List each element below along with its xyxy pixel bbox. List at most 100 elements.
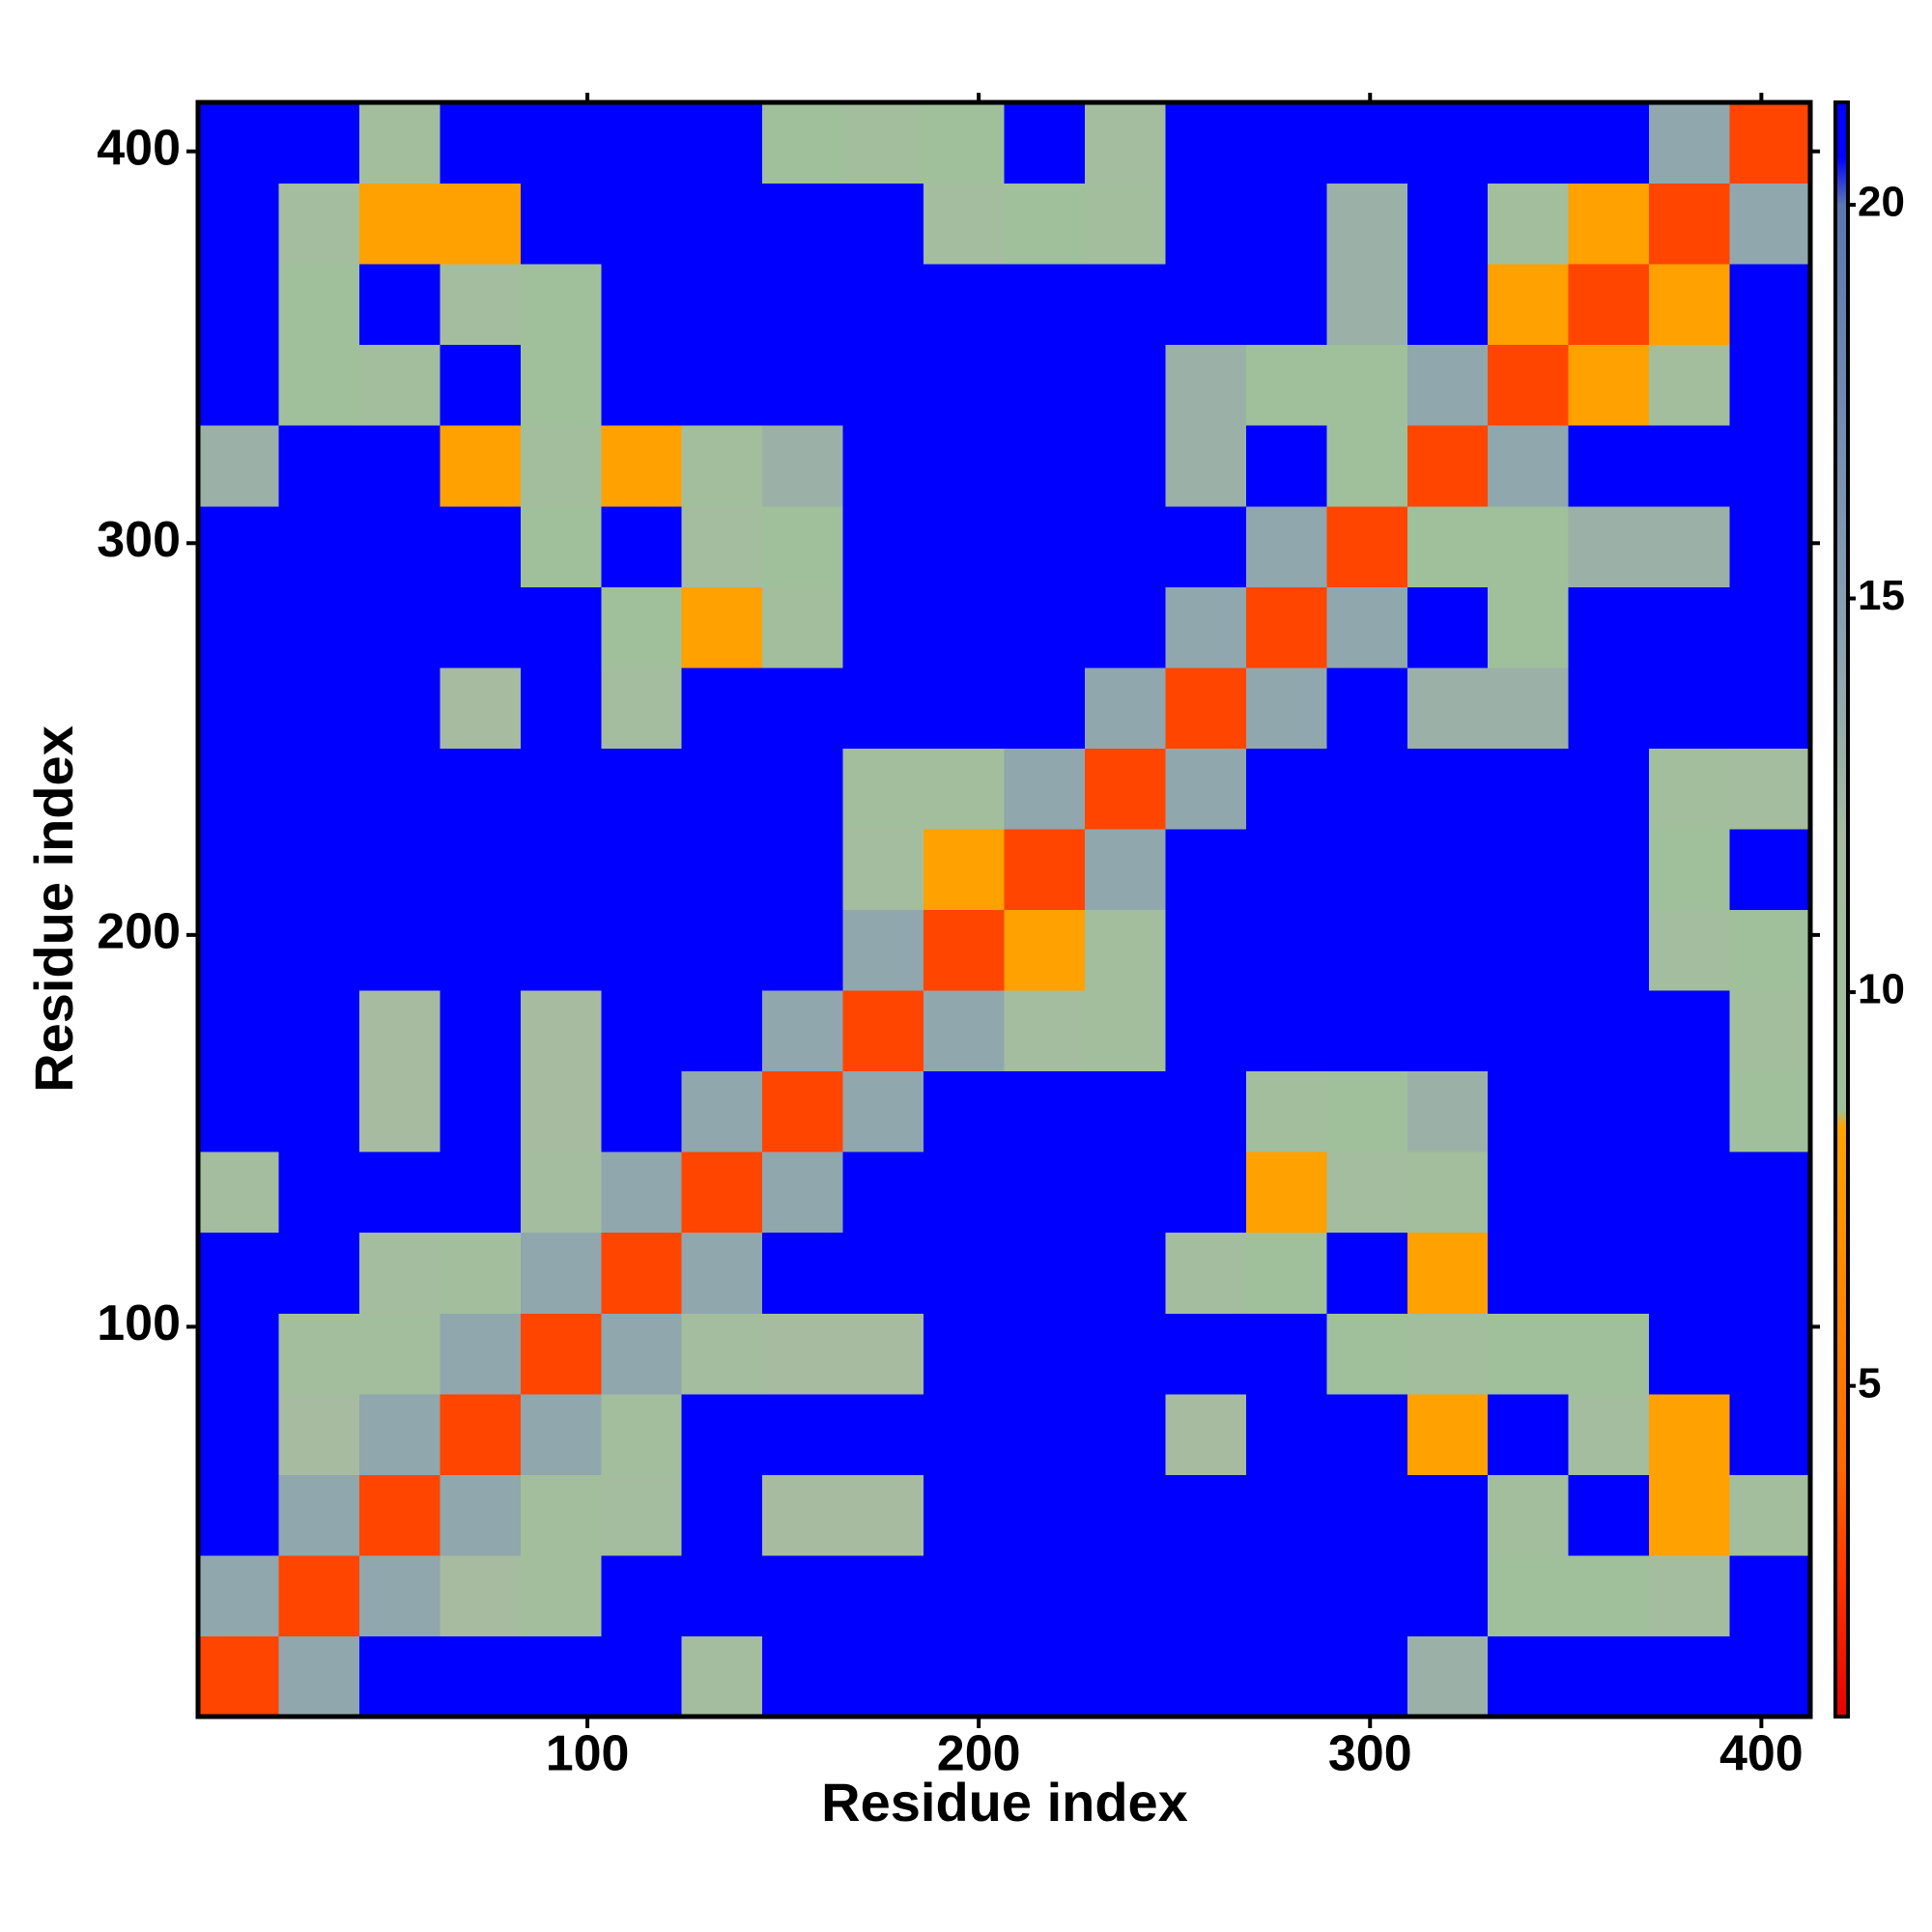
- heatmap-cell: [1165, 586, 1247, 668]
- heatmap-cell: [1326, 264, 1408, 346]
- heatmap-cell: [1406, 183, 1489, 265]
- heatmap-cell: [358, 1313, 440, 1395]
- heatmap-cell: [440, 828, 522, 910]
- heatmap-cell: [1004, 828, 1086, 910]
- heatmap-cell: [520, 1151, 602, 1234]
- heatmap-cell: [278, 183, 360, 265]
- heatmap-cell: [1004, 102, 1086, 185]
- heatmap-cell: [762, 1474, 844, 1556]
- heatmap-cell: [278, 505, 360, 587]
- heatmap-cell: [1568, 748, 1650, 830]
- heatmap-cell: [1326, 505, 1408, 587]
- heatmap-cell: [1729, 667, 1811, 749]
- heatmap-cell: [278, 1554, 360, 1636]
- heatmap-cell: [440, 586, 522, 668]
- heatmap-cell: [1245, 1151, 1327, 1234]
- heatmap-cell: [1406, 990, 1489, 1072]
- heatmap-cell: [440, 505, 522, 587]
- heatmap-cell: [198, 1393, 279, 1475]
- heatmap-cell: [842, 667, 924, 749]
- heatmap-cell: [923, 909, 1005, 991]
- heatmap-cell: [1568, 667, 1650, 749]
- heatmap-cell: [1326, 1393, 1408, 1475]
- heatmap-cell: [198, 990, 279, 1072]
- heatmap-cell: [1488, 586, 1570, 668]
- heatmap-cell: [1004, 1393, 1086, 1475]
- heatmap-cell: [762, 667, 844, 749]
- heatmap-cell: [520, 102, 602, 185]
- heatmap-cell: [1245, 667, 1327, 749]
- heatmap-cell: [842, 183, 924, 265]
- heatmap-cell: [1729, 344, 1811, 426]
- colorbar: [1833, 100, 1850, 1719]
- heatmap-cell: [923, 1232, 1005, 1314]
- heatmap-cell: [1568, 1393, 1650, 1475]
- heatmap-cell: [358, 667, 440, 749]
- heatmap-cell: [198, 828, 279, 910]
- heatmap-cell: [1084, 1635, 1166, 1718]
- heatmap-cell: [198, 264, 279, 346]
- heatmap-cell: [1245, 828, 1327, 910]
- heatmap-cell: [1084, 183, 1166, 265]
- heatmap-cell: [520, 748, 602, 830]
- heatmap-cell: [1326, 425, 1408, 507]
- heatmap-cell: [842, 990, 924, 1072]
- heatmap-cell: [1165, 748, 1247, 830]
- heatmap-cell: [1649, 425, 1731, 507]
- heatmap-cell: [278, 1313, 360, 1395]
- heatmap-cell: [278, 1151, 360, 1234]
- heatmap-cell: [1084, 1554, 1166, 1636]
- heatmap-cell: [520, 1554, 602, 1636]
- heatmap-cell: [1084, 748, 1166, 830]
- heatmap-cell: [1649, 264, 1731, 346]
- heatmap-cell: [601, 102, 683, 185]
- heatmap-cell: [1245, 990, 1327, 1072]
- heatmap-cell: [358, 1635, 440, 1718]
- x-tick-label: 100: [546, 1726, 630, 1782]
- colorbar-tick-label: 5: [1858, 1359, 1881, 1406]
- heatmap-cell: [1568, 909, 1650, 991]
- heatmap-cell: [1488, 828, 1570, 910]
- heatmap-cell: [762, 909, 844, 991]
- heatmap-cell: [1084, 264, 1166, 346]
- y-tick-label: 200: [97, 904, 181, 960]
- heatmap-cell: [842, 1232, 924, 1314]
- heatmap-cell: [198, 748, 279, 830]
- heatmap-cell: [198, 909, 279, 991]
- heatmap-cell: [1488, 1232, 1570, 1314]
- heatmap-cell: [1406, 102, 1489, 185]
- heatmap-cell: [278, 667, 360, 749]
- heatmap-cell: [520, 909, 602, 991]
- heatmap-cell: [681, 667, 763, 749]
- heatmap-cell: [1729, 1554, 1811, 1636]
- heatmap-cell: [1406, 264, 1489, 346]
- heatmap-cell: [358, 264, 440, 346]
- heatmap-cell: [1649, 748, 1731, 830]
- heatmap-cell: [1326, 748, 1408, 830]
- heatmap-cell: [1729, 1313, 1811, 1395]
- heatmap-cell: [358, 1151, 440, 1234]
- heatmap-cell: [762, 344, 844, 426]
- heatmap-cell: [1245, 183, 1327, 265]
- heatmap-cell: [1326, 828, 1408, 910]
- heatmap-cell: [1084, 667, 1166, 749]
- heatmap-cell: [278, 1393, 360, 1475]
- heatmap-cell: [198, 183, 279, 265]
- heatmap-cell: [923, 505, 1005, 587]
- heatmap-cell: [358, 1232, 440, 1314]
- heatmap-cell: [520, 828, 602, 910]
- heatmap-cell: [1488, 1635, 1570, 1718]
- heatmap-cell: [1004, 909, 1086, 991]
- heatmap-cell: [1165, 1070, 1247, 1152]
- heatmap-cell: [278, 264, 360, 346]
- y-axis-title: Residue index: [23, 725, 84, 1093]
- heatmap-cell: [1406, 1635, 1489, 1718]
- heatmap-cell: [681, 183, 763, 265]
- heatmap-cell: [1165, 505, 1247, 587]
- heatmap-cell: [278, 828, 360, 910]
- heatmap-cell: [520, 264, 602, 346]
- heatmap-cell: [1326, 102, 1408, 185]
- heatmap-cell: [842, 828, 924, 910]
- heatmap-cell: [1488, 264, 1570, 346]
